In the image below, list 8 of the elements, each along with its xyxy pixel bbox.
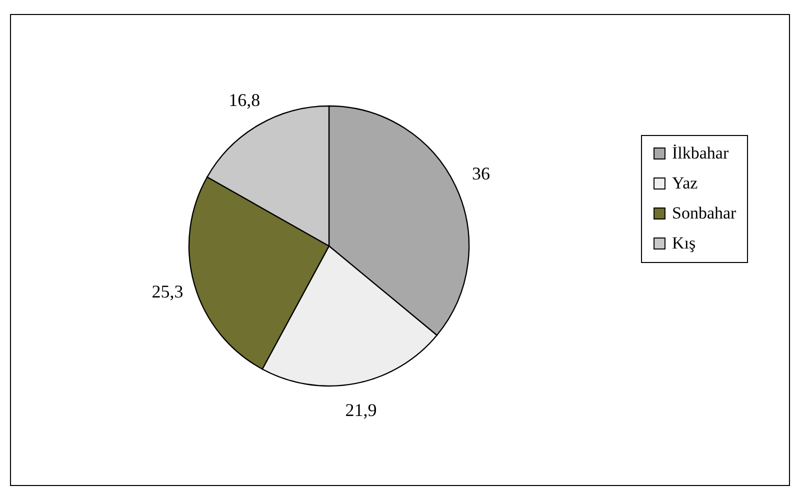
legend-label: Yaz [672, 174, 698, 192]
data-label: 25,3 [152, 281, 184, 302]
data-label: 16,8 [228, 90, 260, 110]
legend-label: Sonbahar [672, 204, 737, 222]
legend-label: Kış [672, 234, 696, 252]
legend-label: İlkbahar [672, 144, 729, 162]
data-label: 36 [472, 163, 490, 184]
data-label: 21,9 [345, 400, 377, 420]
